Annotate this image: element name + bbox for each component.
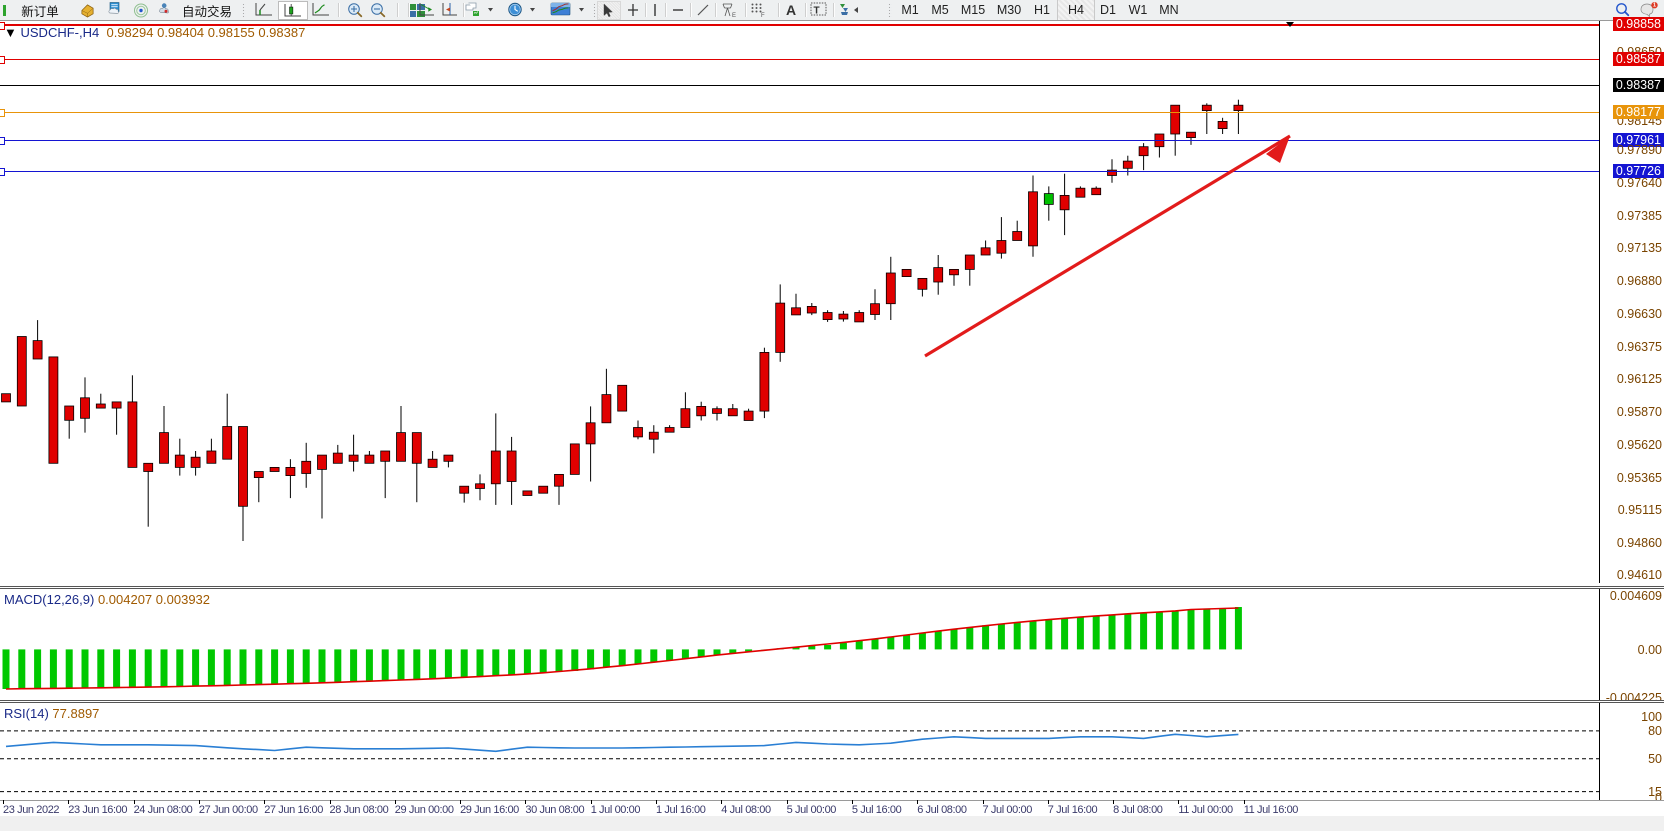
svg-text:T: T <box>814 6 820 17</box>
svg-text:F: F <box>761 13 765 18</box>
svg-text:1: 1 <box>1653 3 1656 9</box>
svg-text:E: E <box>732 13 736 18</box>
